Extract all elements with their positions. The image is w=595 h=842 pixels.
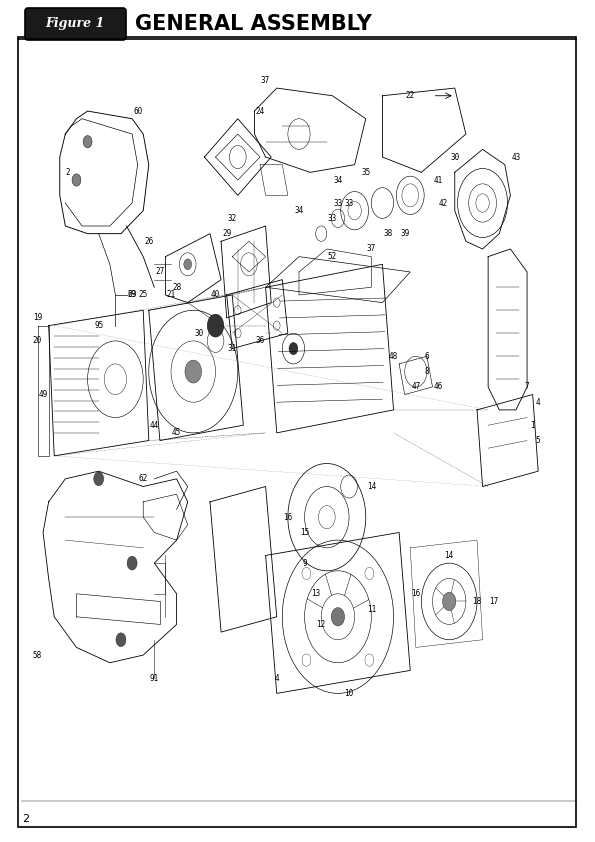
Text: 21: 21 — [167, 290, 176, 300]
Text: 62: 62 — [139, 474, 148, 483]
Text: 2: 2 — [66, 168, 70, 177]
Text: 16: 16 — [411, 589, 421, 599]
Circle shape — [184, 259, 192, 269]
Circle shape — [116, 633, 126, 647]
Text: 30: 30 — [194, 328, 203, 338]
Text: 14: 14 — [367, 482, 376, 491]
Text: 26: 26 — [144, 237, 154, 246]
Text: 40: 40 — [211, 290, 220, 300]
Text: 24: 24 — [255, 107, 265, 115]
Text: 22: 22 — [406, 91, 415, 100]
Text: 8: 8 — [425, 367, 429, 376]
Text: 47: 47 — [411, 382, 421, 392]
Text: 30: 30 — [450, 152, 459, 162]
Text: 39: 39 — [400, 229, 409, 238]
Text: 15: 15 — [300, 528, 309, 537]
Text: 43: 43 — [511, 152, 521, 162]
Text: 48: 48 — [389, 352, 398, 360]
Circle shape — [443, 592, 456, 610]
Text: 27: 27 — [155, 268, 165, 276]
Text: 33: 33 — [328, 214, 337, 223]
Circle shape — [289, 343, 298, 354]
Text: 19: 19 — [33, 313, 42, 322]
Text: 41: 41 — [433, 175, 443, 184]
Text: 31: 31 — [228, 344, 237, 353]
Text: 17: 17 — [489, 597, 499, 606]
Text: 44: 44 — [150, 421, 159, 429]
Circle shape — [207, 314, 224, 337]
Text: 60: 60 — [133, 107, 142, 115]
Text: 1: 1 — [530, 421, 535, 429]
Text: 37: 37 — [367, 244, 376, 253]
Text: Figure 1: Figure 1 — [45, 18, 105, 30]
Text: 34: 34 — [333, 175, 343, 184]
Text: 2: 2 — [22, 814, 29, 824]
Text: 23: 23 — [127, 290, 137, 300]
Text: 69: 69 — [127, 290, 137, 300]
Text: 35: 35 — [361, 168, 370, 177]
Text: 91: 91 — [150, 674, 159, 683]
Circle shape — [83, 136, 92, 148]
Text: 9: 9 — [302, 558, 307, 568]
Text: 46: 46 — [433, 382, 443, 392]
Text: 18: 18 — [472, 597, 481, 606]
FancyBboxPatch shape — [25, 8, 126, 40]
Text: 95: 95 — [94, 321, 104, 330]
Circle shape — [185, 360, 202, 383]
Text: 32: 32 — [228, 214, 237, 223]
Text: 16: 16 — [283, 513, 293, 522]
Text: 13: 13 — [311, 589, 320, 599]
Text: 49: 49 — [39, 390, 48, 399]
Text: 33: 33 — [333, 199, 343, 207]
Text: GENERAL ASSEMBLY: GENERAL ASSEMBLY — [135, 14, 372, 34]
Text: 33: 33 — [345, 199, 353, 207]
Text: 6: 6 — [425, 352, 429, 360]
Text: 4: 4 — [274, 674, 279, 683]
Text: 37: 37 — [261, 76, 270, 85]
Text: 5: 5 — [536, 436, 540, 445]
Text: 20: 20 — [33, 337, 42, 345]
Text: 42: 42 — [439, 199, 448, 207]
Text: 29: 29 — [222, 229, 231, 238]
Circle shape — [331, 608, 345, 626]
Text: 14: 14 — [444, 551, 454, 560]
Text: 7: 7 — [525, 382, 530, 392]
Text: 34: 34 — [295, 206, 303, 216]
Text: 25: 25 — [139, 290, 148, 300]
Circle shape — [72, 174, 81, 186]
Circle shape — [93, 472, 104, 486]
Text: 28: 28 — [172, 283, 181, 292]
Text: 12: 12 — [317, 620, 326, 629]
Text: 58: 58 — [33, 651, 42, 659]
Text: 36: 36 — [255, 337, 265, 345]
Text: 11: 11 — [367, 605, 376, 614]
Circle shape — [127, 557, 137, 570]
Text: 52: 52 — [328, 252, 337, 261]
Text: 10: 10 — [345, 689, 353, 698]
Text: 45: 45 — [172, 429, 181, 437]
Text: 4: 4 — [536, 397, 540, 407]
Text: 38: 38 — [383, 229, 393, 238]
